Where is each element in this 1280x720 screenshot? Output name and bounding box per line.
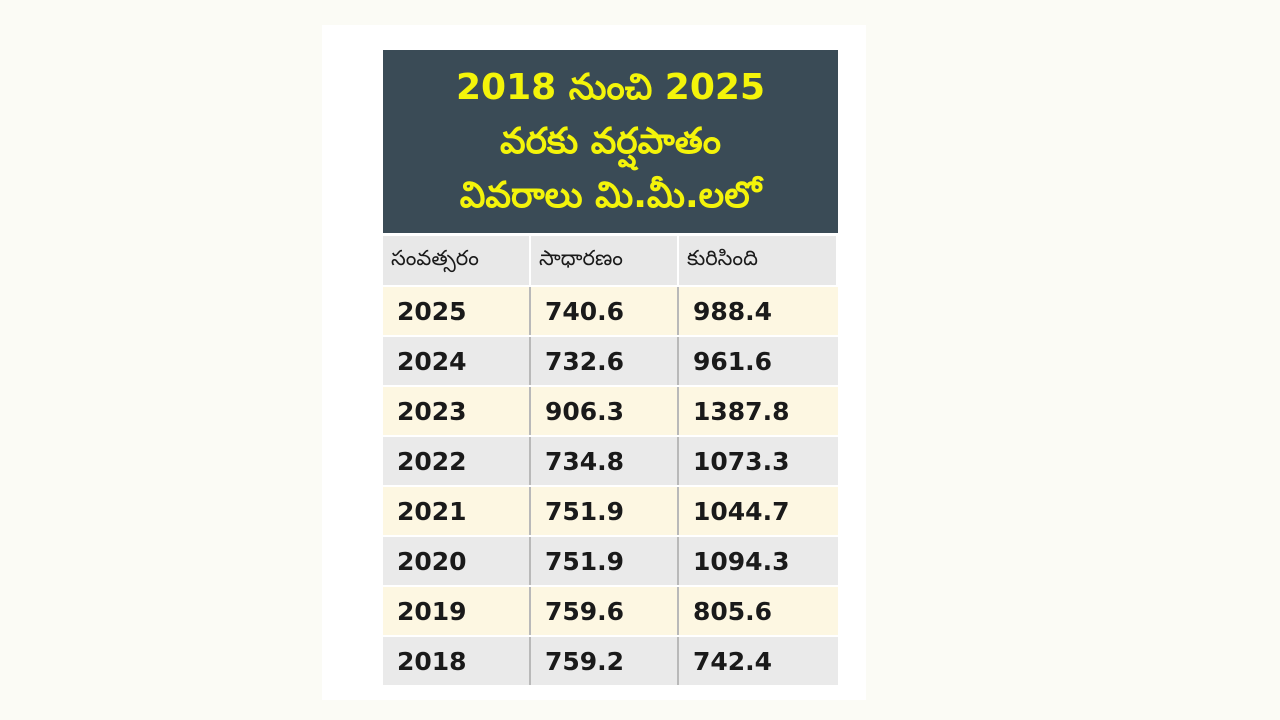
table-cell: 2021 bbox=[383, 487, 531, 535]
table-cell: 751.9 bbox=[531, 537, 679, 585]
table-cell: 2018 bbox=[383, 637, 531, 685]
table-row: 2025 740.6 988.4 bbox=[383, 285, 838, 335]
table-cell: 751.9 bbox=[531, 487, 679, 535]
table-cell: 734.8 bbox=[531, 437, 679, 485]
table-cell: 2024 bbox=[383, 337, 531, 385]
table-cell: 2023 bbox=[383, 387, 531, 435]
table-cell: 1073.3 bbox=[693, 446, 790, 476]
card: 2018 నుంచి 2025 వరకు వర్షపాతం వివరాలు మి.మ… bbox=[322, 25, 866, 700]
table-cell: 805.6 bbox=[693, 596, 773, 626]
table-row: 2019 759.6 805.6 bbox=[383, 585, 838, 635]
table-cell: 742.4 bbox=[693, 646, 773, 676]
rainfall-table: 2018 నుంచి 2025 వరకు వర్షపాతం వివరాలు మి.మ… bbox=[383, 50, 838, 685]
table-cell: 2020 bbox=[383, 537, 531, 585]
table-row: 2021 751.9 1044.7 bbox=[383, 485, 838, 535]
title-line: 2018 నుంచి 2025 bbox=[455, 66, 765, 108]
table-cell: 759.2 bbox=[531, 637, 679, 685]
table-row: 2020 751.9 1094.3 bbox=[383, 535, 838, 585]
table-cell: 961.6 bbox=[693, 346, 773, 376]
table-row: 2022 734.8 1073.3 bbox=[383, 435, 838, 485]
table-cell: 1094.3 bbox=[693, 546, 790, 576]
title-line: వివరాలు మి.మీ.లలో bbox=[459, 174, 762, 216]
table-row: 2023 906.3 1387.8 bbox=[383, 385, 838, 435]
table-row: 2018 759.2 742.4 bbox=[383, 635, 838, 685]
table-body: సంవత్సరం సాధారణం కురిసింది 2025 740.6 988.4 20… bbox=[383, 236, 838, 685]
header-cell: సాధారణం bbox=[531, 236, 679, 285]
header-cell: సంవత్సరం bbox=[383, 236, 531, 285]
table-cell: 740.6 bbox=[531, 287, 679, 335]
table-row: 2024 732.6 961.6 bbox=[383, 335, 838, 385]
table-cell: 2019 bbox=[383, 587, 531, 635]
table-cell: 759.6 bbox=[531, 587, 679, 635]
table-cell: 2025 bbox=[383, 287, 531, 335]
header-row: సంవత్సరం సాధారణం కురిసింది bbox=[383, 236, 838, 285]
table-cell: 2022 bbox=[383, 437, 531, 485]
title-line: వరకు వర్షపాతం bbox=[499, 120, 722, 162]
table-cell: 1044.7 bbox=[693, 496, 790, 526]
table-cell: 906.3 bbox=[531, 387, 679, 435]
table-cell: 732.6 bbox=[531, 337, 679, 385]
header-cell: కురిసింది bbox=[679, 236, 838, 285]
table-cell: 1387.8 bbox=[693, 396, 790, 426]
title-band: 2018 నుంచి 2025 వరకు వర్షపాతం వివరాలు మి.మ… bbox=[383, 50, 838, 233]
table-cell: 988.4 bbox=[693, 296, 773, 326]
